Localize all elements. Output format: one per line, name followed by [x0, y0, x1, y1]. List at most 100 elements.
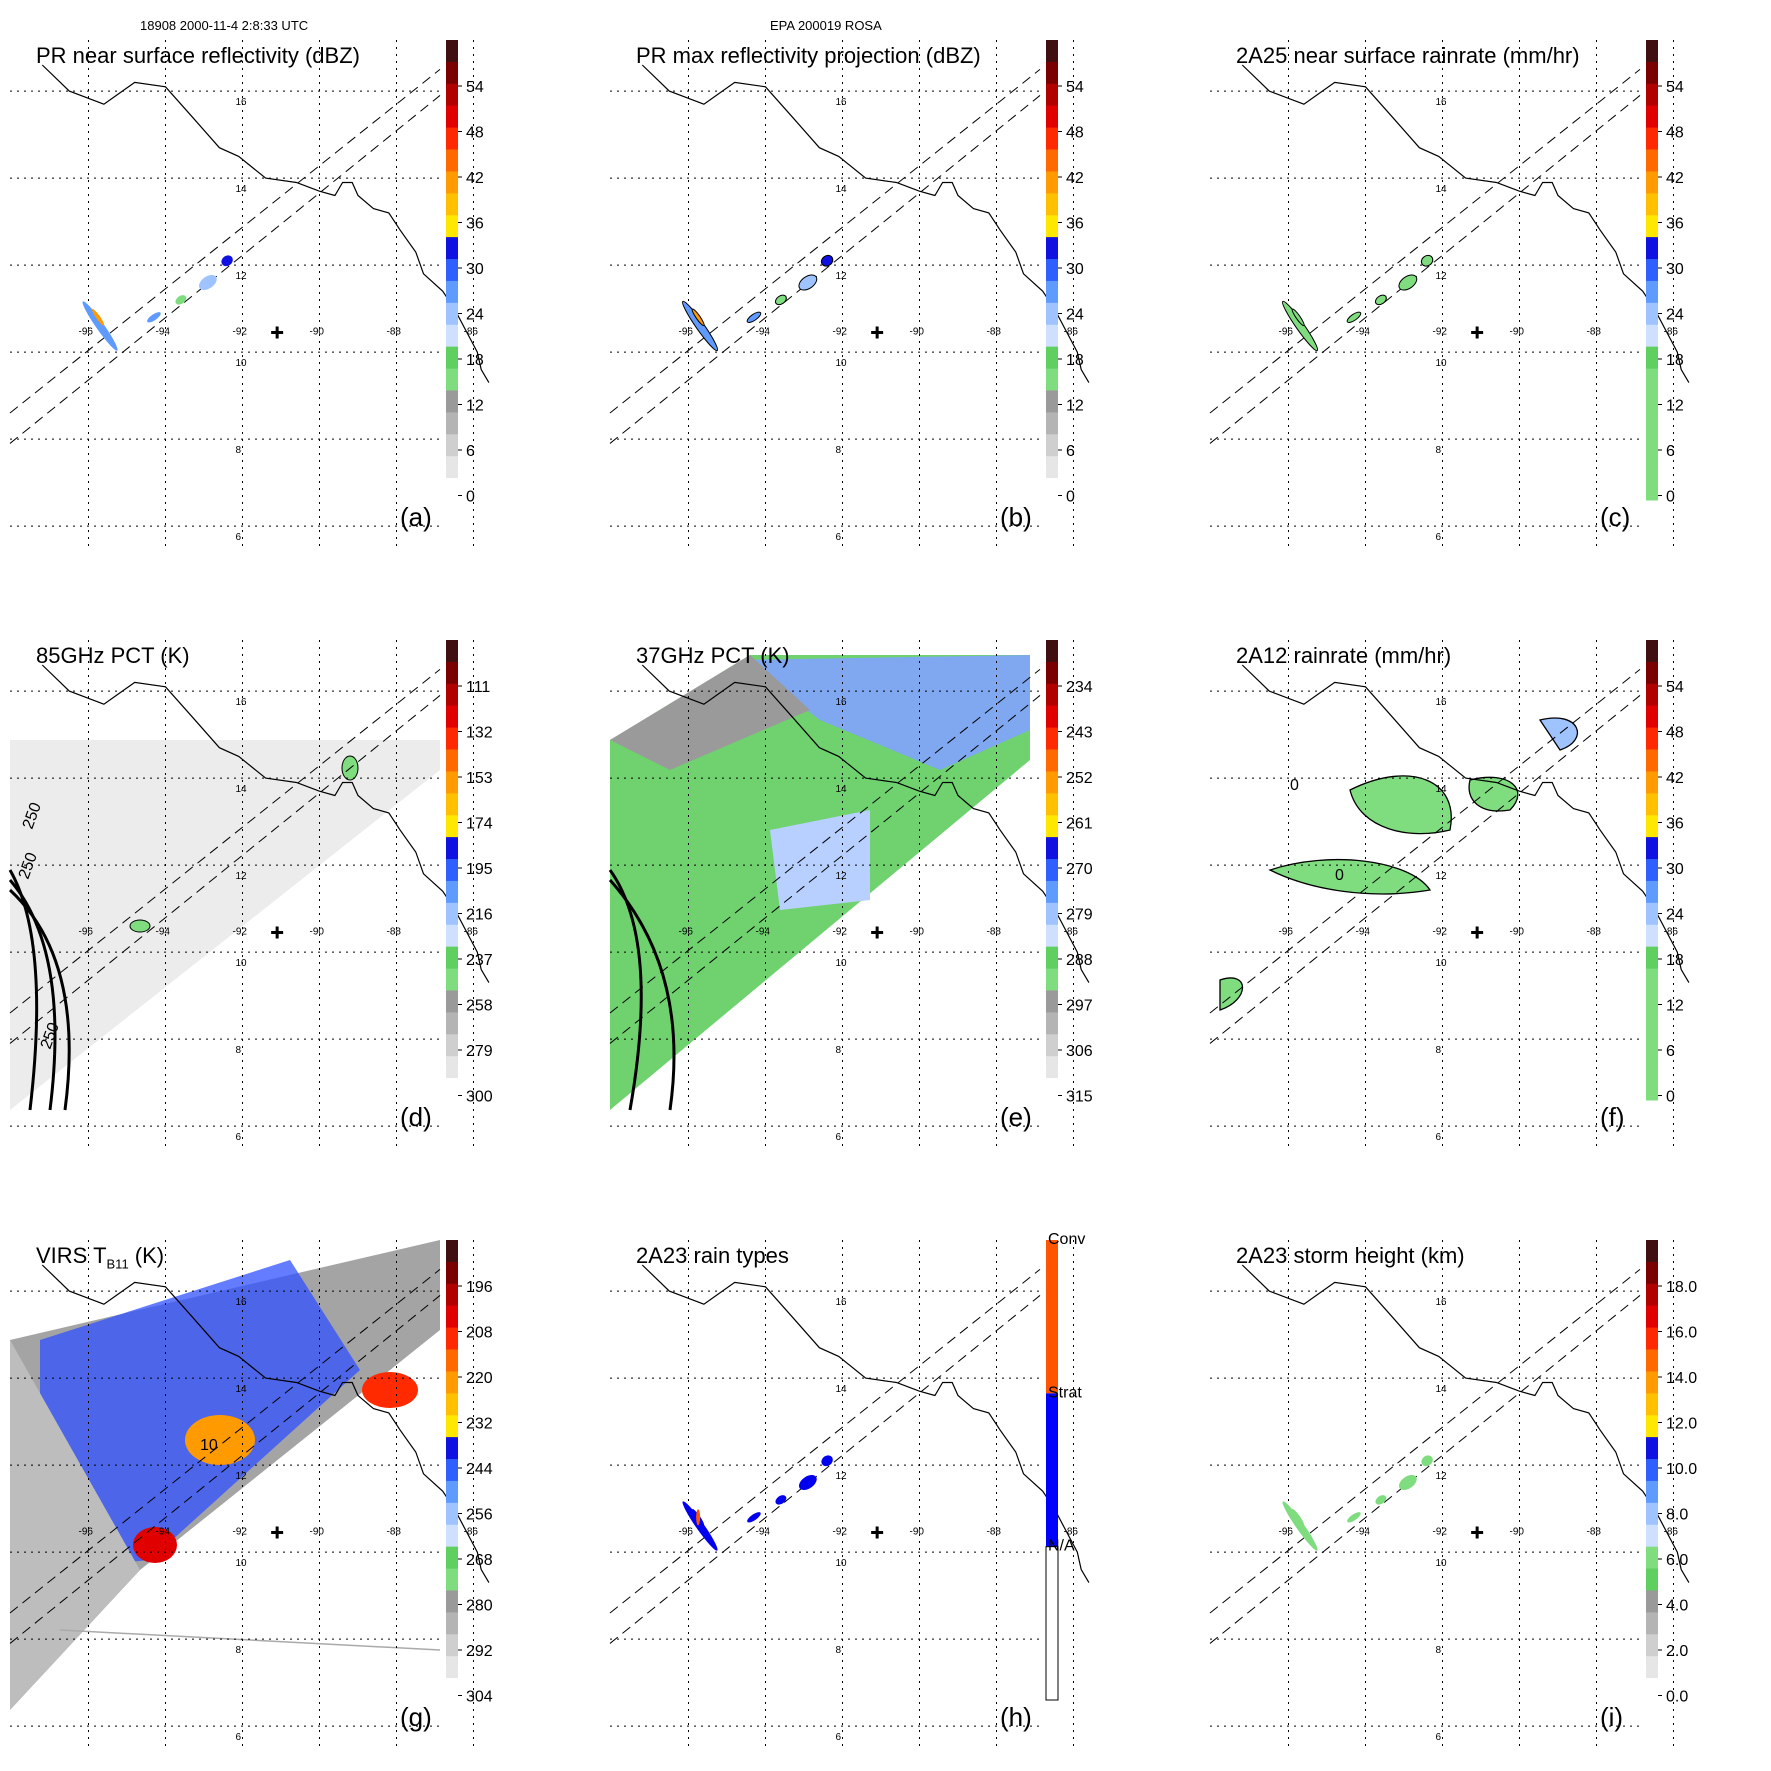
- colorbar-tick: 18: [1666, 952, 1684, 969]
- panel-map-svg: 16 14 12 10 8 6 -96 -94 -92 -90 -88 -86 18.0 16.0 14.0…: [1209, 1240, 1697, 1750]
- lat-label: 14: [836, 1384, 848, 1395]
- colorbar-tick: 42: [1066, 170, 1084, 187]
- pr-swath-edge: [1209, 695, 1641, 1044]
- colorbar-segment: [1046, 456, 1058, 479]
- panel-letter-label: (d): [400, 1102, 432, 1132]
- colorbar-segment: [1646, 793, 1658, 816]
- rain-area: [1538, 717, 1578, 751]
- storm-center-marker: [271, 326, 284, 339]
- panel-letter-label: (i): [1600, 1702, 1624, 1732]
- lon-label: -90: [310, 927, 325, 938]
- colorbar-segment: [1046, 683, 1058, 707]
- rain-echo: [82, 301, 118, 351]
- limb-contour: [608, 879, 676, 1111]
- panel-2a12-rainrate: 16 14 12 10 8 6 -96 -94 -92 -90 -88 -86 54 48 42 36 30 24…: [1209, 640, 1715, 1160]
- colorbar-segment: [1646, 705, 1658, 729]
- pr-swath-edge: [9, 1295, 441, 1644]
- colorbar-segment: [1646, 771, 1658, 794]
- colorbar-segment: [446, 1283, 458, 1307]
- panel-title-text: 2A23 storm height (km): [1236, 1243, 1465, 1268]
- colorbar-segment: [1646, 1480, 1658, 1504]
- panel-map-svg: 16 14 12 10 8 6 -96 -94 -92 -90 -88 -86 234 243 252 261…: [608, 640, 1093, 1150]
- lon-label: -96: [1279, 327, 1294, 338]
- colorbar-segment: [1046, 924, 1058, 948]
- lon-label: -94: [756, 927, 771, 938]
- colorbar-tick: 24: [1666, 307, 1684, 324]
- rain-echo: [92, 309, 105, 326]
- colorbar-tick: 4.0: [1666, 1598, 1688, 1615]
- colorbar-segment: [1646, 815, 1658, 838]
- lat-label: 16: [236, 97, 248, 108]
- colorbar-tick: 30: [1666, 261, 1684, 278]
- rain-echo: [1346, 311, 1362, 324]
- rain-echo: [682, 1501, 718, 1551]
- colorbar-segment: [1646, 683, 1658, 707]
- colorbar-tick: 18.0: [1666, 1279, 1697, 1296]
- rain-echo: [820, 254, 834, 267]
- lat-label: 12: [236, 1471, 248, 1482]
- colorbar-tick: 6: [1666, 1043, 1675, 1060]
- colorbar-segment: [1046, 171, 1058, 194]
- colorbar-segment: [446, 193, 458, 216]
- colorbar-tick: 258: [466, 998, 493, 1015]
- lon-label: -90: [1510, 927, 1525, 938]
- colorbar-tick: 256: [466, 1507, 493, 1524]
- colorbar-tick: 220: [466, 1370, 493, 1387]
- colorbar-segment: [1646, 456, 1658, 479]
- colorbar-segment: [1046, 40, 1058, 63]
- colorbar-tick: 243: [1066, 725, 1093, 742]
- colorbar-tick: 8.0: [1666, 1507, 1688, 1524]
- panel-title: 2A12 rainrate (mm/hr): [1236, 643, 1451, 669]
- rain-echo: [1398, 274, 1418, 291]
- colorbar-segment: [446, 859, 458, 882]
- lat-label: 8: [236, 1645, 242, 1656]
- contour-label: 10: [200, 1437, 218, 1454]
- colorbar-tick: 18: [1666, 352, 1684, 369]
- colorbar-segment: [1646, 412, 1658, 435]
- colorbar-tick: 36: [466, 216, 484, 233]
- colorbar-segment: [446, 924, 458, 948]
- colorbar-tick: 111: [466, 679, 490, 696]
- lat-label: 16: [836, 97, 848, 108]
- rain-echo: [746, 311, 762, 324]
- colorbar-segment: [446, 946, 458, 970]
- colorbar-segment: [1046, 837, 1058, 860]
- panel-map-svg: 16 14 12 10 8 6 -96 -94 -92 -90 -88 -86 54 48 42 36 30 24…: [1209, 40, 1690, 550]
- colorbar-segment: [1046, 902, 1058, 926]
- colorbar-tick: 14.0: [1666, 1370, 1697, 1387]
- colorbar-segment: [446, 346, 458, 370]
- colorbar-tick: 261: [1066, 816, 1093, 833]
- colorbar-segment: [446, 83, 458, 107]
- rain-echo: [691, 308, 705, 327]
- panel-letter-label: (h): [1000, 1702, 1032, 1732]
- colorbar-tick: 280: [466, 1598, 493, 1615]
- colorbar-segment: [446, 412, 458, 435]
- colorbar-segment: [1046, 302, 1058, 326]
- lat-label: 8: [236, 1045, 242, 1056]
- colorbar-tick: 268: [466, 1552, 493, 1569]
- colorbar-tick: 48: [1066, 125, 1084, 142]
- colorbar-tick: 30: [1666, 861, 1684, 878]
- rain-echo: [175, 295, 187, 305]
- colorbar-tick: 244: [466, 1461, 493, 1478]
- lon-label: -86: [1664, 1527, 1679, 1538]
- coastline: [1241, 664, 1690, 983]
- pr-swath-edge: [1209, 95, 1641, 444]
- colorbar-segment: [1646, 1012, 1658, 1035]
- colorbar-segment: [1646, 1327, 1658, 1351]
- colorbar-segment: [446, 1546, 458, 1570]
- colorbar-segment: [1046, 324, 1058, 348]
- colorbar-segment: [446, 1393, 458, 1416]
- lon-label: -94: [756, 1527, 771, 1538]
- lat-label: 14: [836, 784, 848, 795]
- colorbar-tick: 6: [1666, 443, 1675, 460]
- colorbar-tick: 300: [466, 1089, 493, 1106]
- lat-label: 14: [236, 1384, 248, 1395]
- colorbar-segment: [446, 302, 458, 326]
- colorbar-tick: 10.0: [1666, 1461, 1697, 1478]
- pr-swath-edge: [9, 95, 441, 444]
- colorbar-tick: 48: [466, 125, 484, 142]
- lat-label: 16: [236, 697, 248, 708]
- colorbar-segment: [446, 1056, 458, 1079]
- rain-area: [1219, 977, 1244, 1011]
